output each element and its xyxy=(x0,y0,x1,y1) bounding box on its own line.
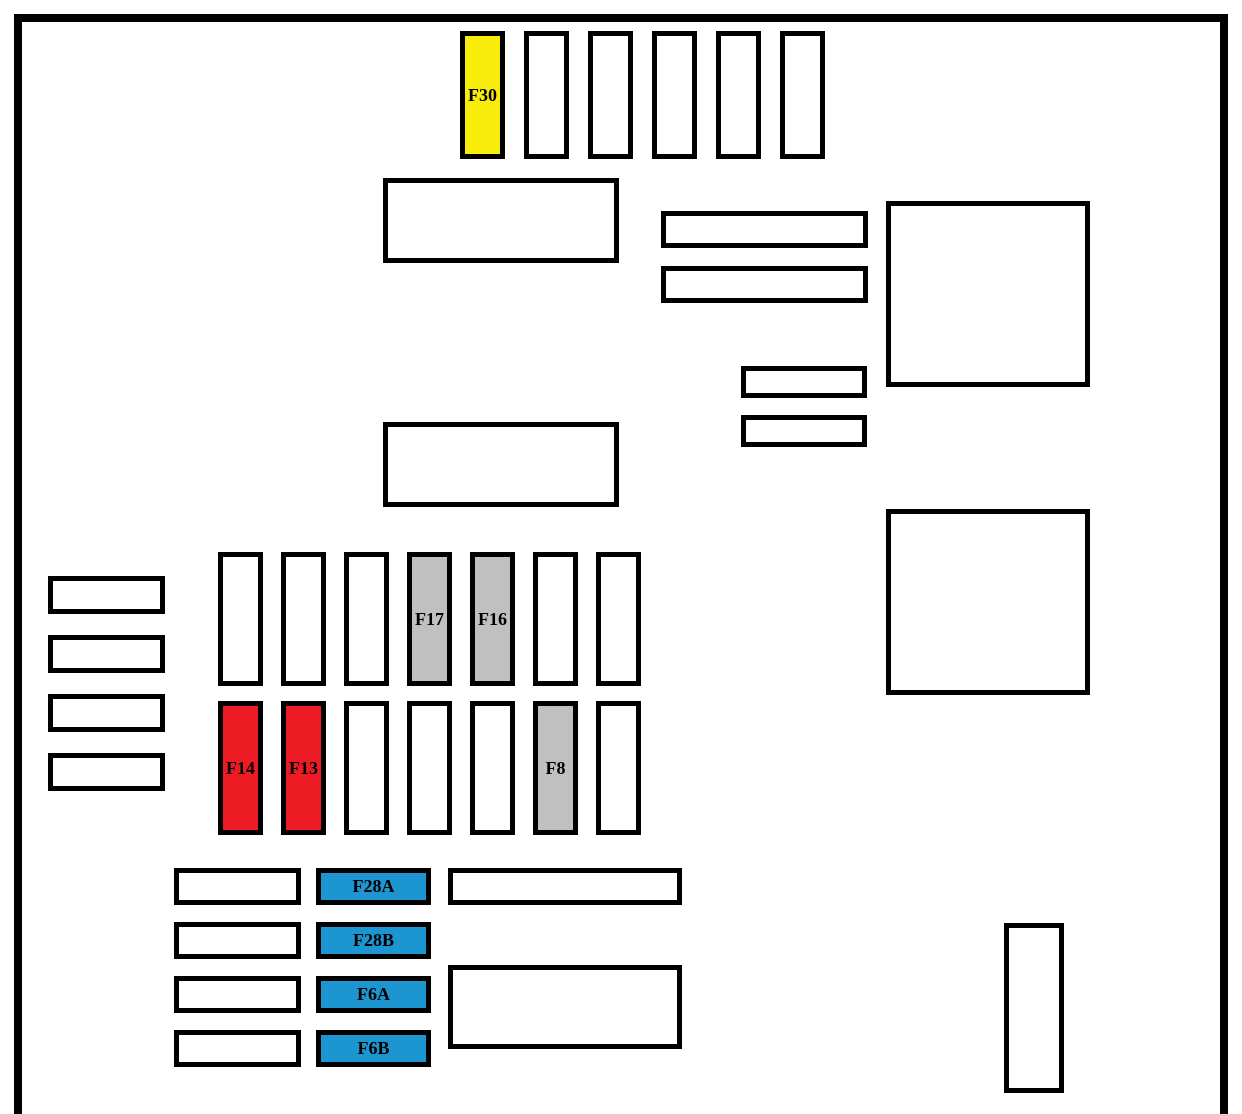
fuse-big-rect-b xyxy=(383,422,619,507)
fuse-right-wide-4 xyxy=(741,415,867,447)
fuse-btm-wide-2 xyxy=(448,965,682,1049)
fuse-right-wide-1 xyxy=(661,211,868,248)
fuse-box-diagram: F30 F17 F16 F14 F13 F8 F28A F28B F6A F6B xyxy=(0,0,1242,1114)
fuse-f6b: F6B xyxy=(316,1030,431,1067)
fuse-f13: F13 xyxy=(281,701,326,835)
fuse-f17: F17 xyxy=(407,552,452,686)
fuse-label-f6b: F6B xyxy=(357,1038,389,1059)
fuse-label-f30: F30 xyxy=(468,85,497,106)
fuse-top-slot-4 xyxy=(652,31,697,159)
fuse-mid-r1-2 xyxy=(281,552,326,686)
fuse-left-slot-3 xyxy=(48,694,165,732)
fuse-right-wide-3 xyxy=(741,366,867,398)
fuse-right-wide-2 xyxy=(661,266,868,303)
fuse-btm-left-3 xyxy=(174,976,301,1013)
fuse-label-f8: F8 xyxy=(546,758,566,779)
fuse-mid-r2-5 xyxy=(470,701,515,835)
fuse-top-slot-3 xyxy=(588,31,633,159)
fuse-label-f6a: F6A xyxy=(357,984,390,1005)
fuse-label-f28a: F28A xyxy=(353,876,395,897)
fuse-mid-r1-7 xyxy=(596,552,641,686)
fuse-f30: F30 xyxy=(460,31,505,159)
fuse-label-f13: F13 xyxy=(289,758,318,779)
fuse-mid-r1-1 xyxy=(218,552,263,686)
fuse-btm-left-4 xyxy=(174,1030,301,1067)
fuse-bottom-right-vert xyxy=(1004,923,1064,1093)
fuse-mid-r2-7 xyxy=(596,701,641,835)
fuse-big-sq-2 xyxy=(886,509,1090,695)
fuse-f28b: F28B xyxy=(316,922,431,959)
fuse-mid-r1-3 xyxy=(344,552,389,686)
fuse-mid-r1-6 xyxy=(533,552,578,686)
fuse-big-sq-1 xyxy=(886,201,1090,387)
fuse-left-slot-4 xyxy=(48,753,165,791)
fuse-btm-left-1 xyxy=(174,868,301,905)
fuse-left-slot-1 xyxy=(48,576,165,614)
fuse-label-f14: F14 xyxy=(226,758,255,779)
fuse-label-f16: F16 xyxy=(478,609,507,630)
fuse-f16: F16 xyxy=(470,552,515,686)
fuse-f14: F14 xyxy=(218,701,263,835)
fuse-f28a: F28A xyxy=(316,868,431,905)
fuse-label-f17: F17 xyxy=(415,609,444,630)
fuse-label-f28b: F28B xyxy=(353,930,394,951)
fuse-mid-r2-4 xyxy=(407,701,452,835)
fuse-top-slot-5 xyxy=(716,31,761,159)
fuse-big-rect-a xyxy=(383,178,619,263)
fuse-btm-left-2 xyxy=(174,922,301,959)
fuse-f8: F8 xyxy=(533,701,578,835)
fuse-btm-wide-1 xyxy=(448,868,682,905)
fuse-top-slot-6 xyxy=(780,31,825,159)
fuse-mid-r2-3 xyxy=(344,701,389,835)
fuse-f6a: F6A xyxy=(316,976,431,1013)
fuse-left-slot-2 xyxy=(48,635,165,673)
fuse-top-slot-2 xyxy=(524,31,569,159)
